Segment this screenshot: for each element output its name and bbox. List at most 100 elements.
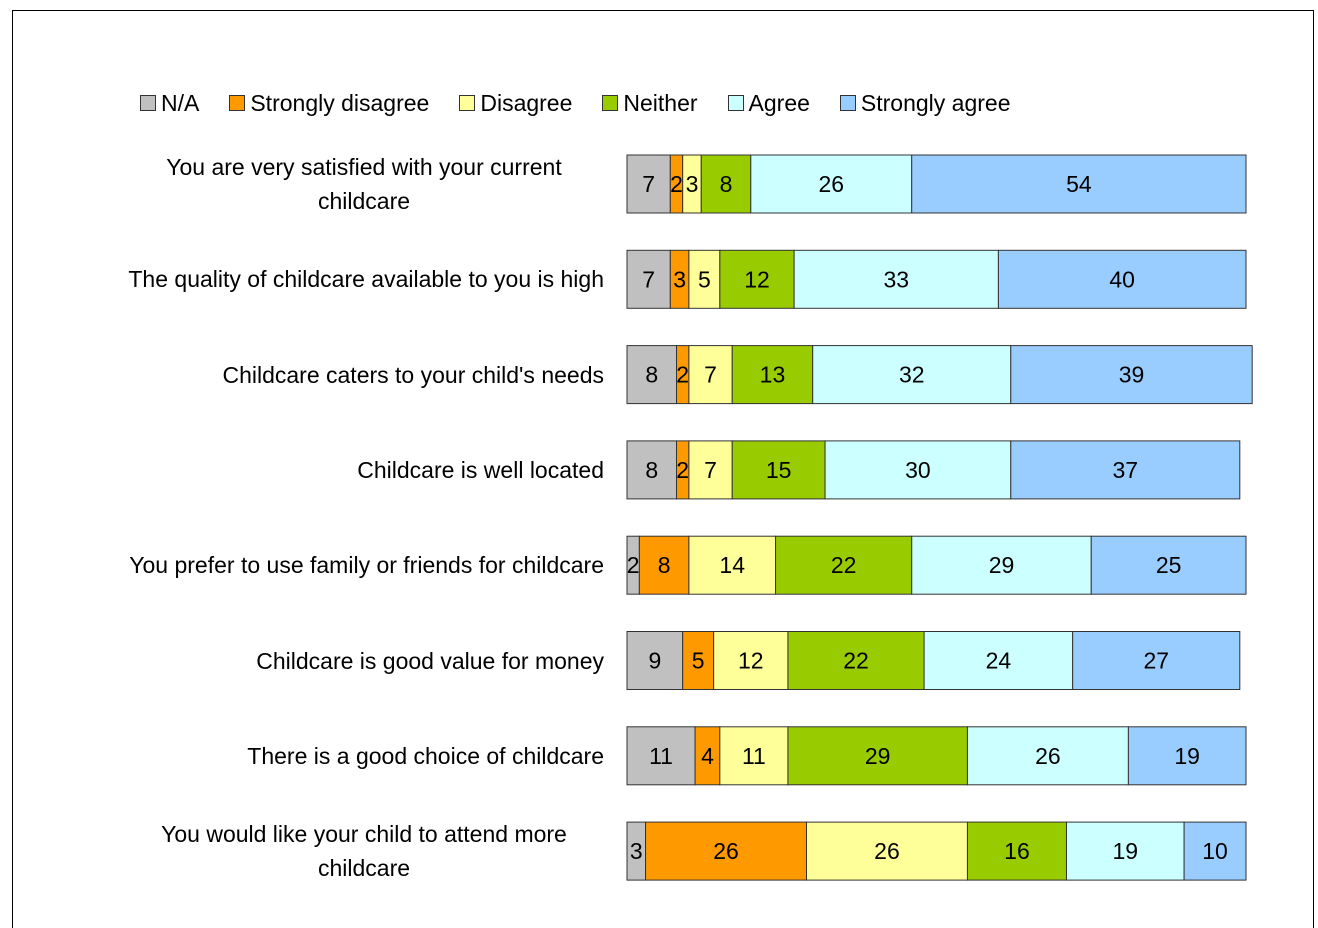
category-label: Childcare caters to your child's needs [84, 358, 604, 392]
bar-segment [806, 821, 968, 881]
bar-segment [1010, 440, 1241, 500]
category-label: Childcare is well located [84, 453, 604, 487]
bar-segment [626, 345, 678, 405]
value-label: 2 [627, 552, 640, 578]
value-label: 29 [865, 743, 891, 769]
value-label: 40 [1109, 266, 1135, 292]
legend-item: Neither [602, 88, 698, 118]
bar-segment [966, 821, 1067, 881]
value-label: 8 [645, 457, 658, 483]
category-text: Childcare is well located [357, 456, 604, 483]
legend-swatch [140, 95, 156, 111]
value-label: 10 [1202, 838, 1228, 864]
bar-segment [688, 535, 777, 595]
legend-item: Agree [727, 88, 810, 118]
bar-segment [787, 726, 968, 786]
legend-item: Disagree [459, 88, 572, 118]
value-label: 37 [1112, 457, 1138, 483]
value-label: 19 [1174, 743, 1200, 769]
value-label: 4 [701, 743, 714, 769]
bar-segment [966, 726, 1129, 786]
category-label: You prefer to use family or friends for … [84, 548, 604, 582]
category-text: The quality of childcare available to yo… [128, 266, 604, 293]
value-label: 11 [649, 743, 673, 769]
value-label: 54 [1066, 171, 1092, 197]
bar-segment [638, 535, 690, 595]
value-label: 27 [1143, 648, 1169, 674]
legend-swatch [229, 95, 246, 111]
legend-label: Agree [748, 90, 810, 116]
value-label: 7 [704, 457, 717, 483]
bar-segment [1090, 535, 1247, 595]
bar-segment [626, 440, 678, 500]
legend-label: Neither [623, 90, 698, 116]
bar-segment [645, 821, 808, 881]
legend-swatch [602, 95, 619, 111]
bar-segment [911, 535, 1092, 595]
bar-segment [688, 249, 721, 309]
value-label: 7 [704, 362, 717, 388]
value-label: 7 [642, 266, 655, 292]
bar-segment [719, 249, 795, 309]
category-label: You are very satisfied with your current… [84, 150, 604, 218]
value-label: 29 [989, 552, 1015, 578]
bar-segment [731, 440, 826, 500]
value-label: 24 [986, 648, 1012, 674]
value-label: 9 [648, 648, 661, 674]
value-label: 26 [1035, 743, 1061, 769]
category-label: There is a good choice of childcare [84, 739, 604, 773]
value-label: 30 [905, 457, 931, 483]
bar-segment [1127, 726, 1247, 786]
category-text: You prefer to use family or friends for … [129, 552, 604, 579]
legend-item: Strongly disagree [229, 88, 429, 118]
bar-segment [713, 631, 789, 690]
legend-swatch [459, 95, 476, 111]
value-label: 7 [642, 171, 655, 197]
bar-segment [1072, 631, 1241, 690]
category-label: The quality of childcare available to yo… [84, 262, 604, 296]
category-label: Childcare is good value for money [84, 644, 604, 678]
value-label: 12 [744, 266, 770, 292]
bar-segment [911, 154, 1247, 214]
value-label: 22 [831, 552, 857, 578]
legend-swatch [727, 95, 744, 111]
bar-segment [700, 154, 752, 214]
value-label: 33 [883, 266, 909, 292]
category-text: You are very satisfied with your current… [166, 154, 562, 214]
bar-segment [626, 726, 696, 786]
bar-segment [1010, 345, 1253, 405]
value-label: 15 [766, 457, 792, 483]
value-label: 5 [692, 648, 705, 674]
bar-segment [626, 154, 671, 214]
category-text: Childcare is good value for money [256, 647, 604, 674]
legend-swatch [839, 95, 856, 111]
category-text: Childcare caters to your child's needs [222, 361, 604, 388]
category-label: You would like your child to attend more… [84, 817, 604, 885]
category-text: There is a good choice of childcare [247, 742, 604, 769]
value-label: 2 [676, 362, 689, 388]
value-label: 3 [630, 838, 643, 864]
bar-segment [923, 631, 1074, 690]
value-label: 3 [673, 266, 686, 292]
value-label: 26 [874, 838, 900, 864]
legend-label: Strongly agree [860, 90, 1011, 116]
bar-segment [997, 249, 1247, 309]
legend-item: Strongly agree [839, 88, 1011, 118]
chart-frame [12, 10, 1314, 928]
legend-label: N/A [161, 90, 200, 116]
bar-segment [750, 154, 913, 214]
value-label: 8 [720, 171, 733, 197]
value-label: 14 [719, 552, 745, 578]
value-label: 32 [899, 362, 925, 388]
category-text: You would like your child to attend more… [161, 821, 567, 882]
legend-item: N/A [140, 88, 199, 118]
value-label: 25 [1156, 552, 1182, 578]
bar-segment [1065, 821, 1185, 881]
bar-segment [731, 345, 814, 405]
legend-label: Strongly disagree [250, 90, 430, 116]
legend: N/A Strongly disagree Disagree Neither Agree… [140, 88, 1011, 118]
value-label: 11 [742, 743, 766, 769]
value-label: 3 [686, 171, 699, 197]
bar-segment [688, 345, 733, 405]
value-label: 26 [818, 171, 844, 197]
